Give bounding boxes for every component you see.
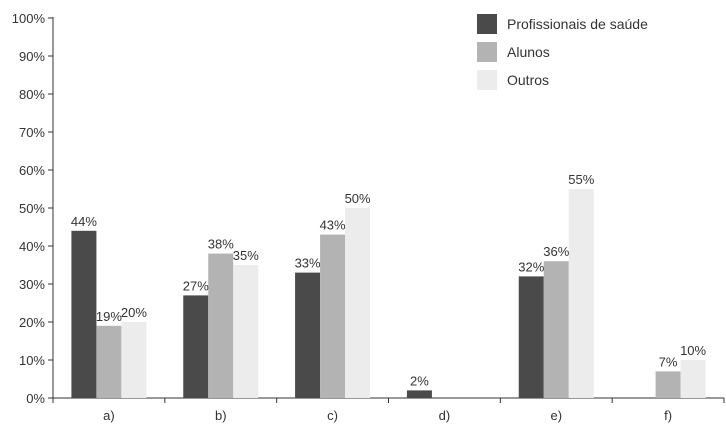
legend-swatch — [477, 70, 497, 90]
legend-swatch — [477, 14, 497, 34]
y-tick-label: 80% — [19, 87, 45, 102]
bar — [655, 371, 681, 398]
data-label: 44% — [71, 214, 97, 229]
bars — [71, 189, 706, 398]
x-tick-label: c) — [327, 408, 338, 423]
bar — [121, 322, 147, 398]
bar — [208, 253, 234, 398]
y-tick-label: 40% — [19, 239, 45, 254]
bar — [345, 208, 371, 398]
data-label: 43% — [320, 218, 346, 233]
x-tick-label: a) — [103, 408, 115, 423]
data-label: 7% — [659, 354, 678, 369]
data-label: 32% — [518, 259, 544, 274]
legend-label: Outros — [507, 72, 549, 88]
data-label: 27% — [183, 278, 209, 293]
y-tick-label: 90% — [19, 49, 45, 64]
y-tick-label: 100% — [12, 11, 46, 26]
y-axis: 0% 10% 20% 30% 40% 50% 60% 70% 80% 90% 100% — [12, 11, 54, 406]
x-axis: a) b) c) d) e) f) — [52, 397, 725, 423]
y-tick-label: 50% — [19, 201, 45, 216]
data-label: 20% — [121, 305, 147, 320]
bar — [568, 189, 594, 398]
bar — [96, 325, 122, 398]
x-tick-label: f) — [664, 408, 672, 423]
bar — [320, 234, 346, 398]
legend: Profissionais de saúde Alunos Outros — [477, 14, 648, 90]
bar — [71, 230, 97, 398]
data-label: 38% — [208, 237, 234, 252]
legend-swatch — [477, 42, 497, 62]
bar — [183, 295, 209, 398]
data-label: 2% — [410, 373, 429, 388]
data-label: 19% — [96, 309, 122, 324]
bar — [295, 272, 321, 398]
y-tick-label: 30% — [19, 277, 45, 292]
x-tick-label: b) — [215, 408, 227, 423]
data-label: 10% — [680, 343, 706, 358]
data-label: 55% — [568, 172, 594, 187]
y-tick-label: 70% — [19, 125, 45, 140]
legend-label: Alunos — [507, 44, 550, 60]
data-labels: 44% 19%20% 27% 38%35% 33% 43% 50% 2% 32%36% 55% 7%… — [71, 172, 707, 388]
bar — [543, 261, 569, 398]
data-label: 33% — [295, 256, 321, 271]
y-tick-label: 20% — [19, 315, 45, 330]
y-tick-label: 60% — [19, 163, 45, 178]
x-tick-label: e) — [550, 408, 562, 423]
bar — [233, 265, 259, 398]
data-label: 50% — [345, 191, 371, 206]
x-tick-label: d) — [439, 408, 451, 423]
bar — [518, 276, 544, 398]
bar — [406, 390, 432, 398]
bar — [680, 360, 706, 398]
legend-label: Profissionais de saúde — [507, 16, 648, 32]
data-label: 35% — [233, 248, 259, 263]
data-label: 36% — [543, 244, 569, 259]
y-tick-label: 0% — [26, 391, 45, 406]
y-tick-label: 10% — [19, 353, 45, 368]
